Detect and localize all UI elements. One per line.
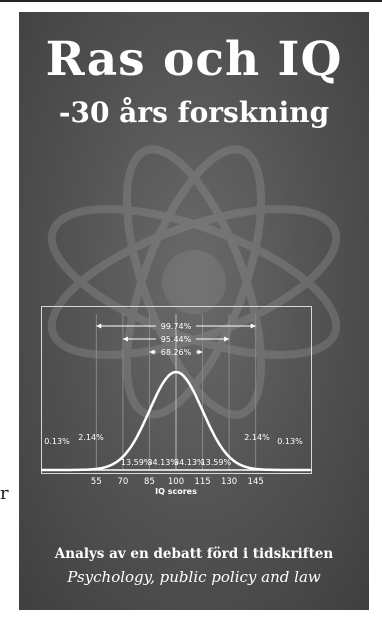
tick-label: 85	[144, 477, 155, 487]
segment-label: 13.59%	[201, 458, 232, 467]
range-arrows: 99.74% 95.44% 68.26%	[96, 322, 256, 357]
iq-distribution-chart: 99.74%95.44%68.26% 0.13% 2.14%13.59%34.13…	[41, 314, 312, 496]
tick-label: 130	[221, 477, 237, 487]
sd-lines	[95, 314, 257, 470]
tick-label: 145	[248, 477, 264, 487]
arrowhead	[149, 349, 155, 355]
book-cover: Ras och IQ -30 års forskning Analys av e…	[19, 12, 369, 610]
cropped-text-fragment: r	[0, 483, 9, 504]
segment-label: 0.13%	[277, 437, 303, 446]
arrowhead	[122, 336, 128, 342]
book-tagline: Analys av en debatt förd i tidskriften	[54, 546, 334, 562]
book-title: Ras och IQ	[45, 32, 343, 87]
tick-label: 55	[91, 477, 102, 487]
arrowhead	[96, 323, 102, 329]
range-label: 68.26%	[161, 348, 192, 357]
segment-label: 34.13%	[147, 458, 178, 467]
atom-illustration	[47, 145, 341, 419]
x-axis-label: IQ scores	[155, 487, 197, 496]
segment-label: 34.13%	[174, 458, 205, 467]
arrowhead	[250, 323, 256, 329]
segment-label: 2.14%	[78, 433, 104, 442]
segment-label: 13.59%	[121, 458, 152, 467]
arrowhead	[224, 336, 230, 342]
tick-label: 70	[117, 477, 128, 487]
segment-label: 2.14%	[244, 433, 270, 442]
segment-labels: 0.13% 2.14%13.59%34.13%34.13%13.59%2.14% 0…	[44, 433, 303, 467]
top-border	[0, 0, 382, 2]
range-label: 95.44%	[161, 335, 192, 344]
arrowhead	[197, 349, 203, 355]
chart-frame	[41, 306, 312, 474]
tick-label: 115	[194, 477, 210, 487]
range-label: 99.74%	[161, 322, 192, 331]
x-tick-labels: 55 70 85 100 115 130 145	[91, 477, 264, 487]
journal-name: Psychology, public policy and law	[67, 568, 321, 586]
book-subtitle: -30 års forskning	[58, 96, 330, 129]
tick-label: 100	[168, 477, 184, 487]
segment-label: 0.13%	[44, 437, 70, 446]
